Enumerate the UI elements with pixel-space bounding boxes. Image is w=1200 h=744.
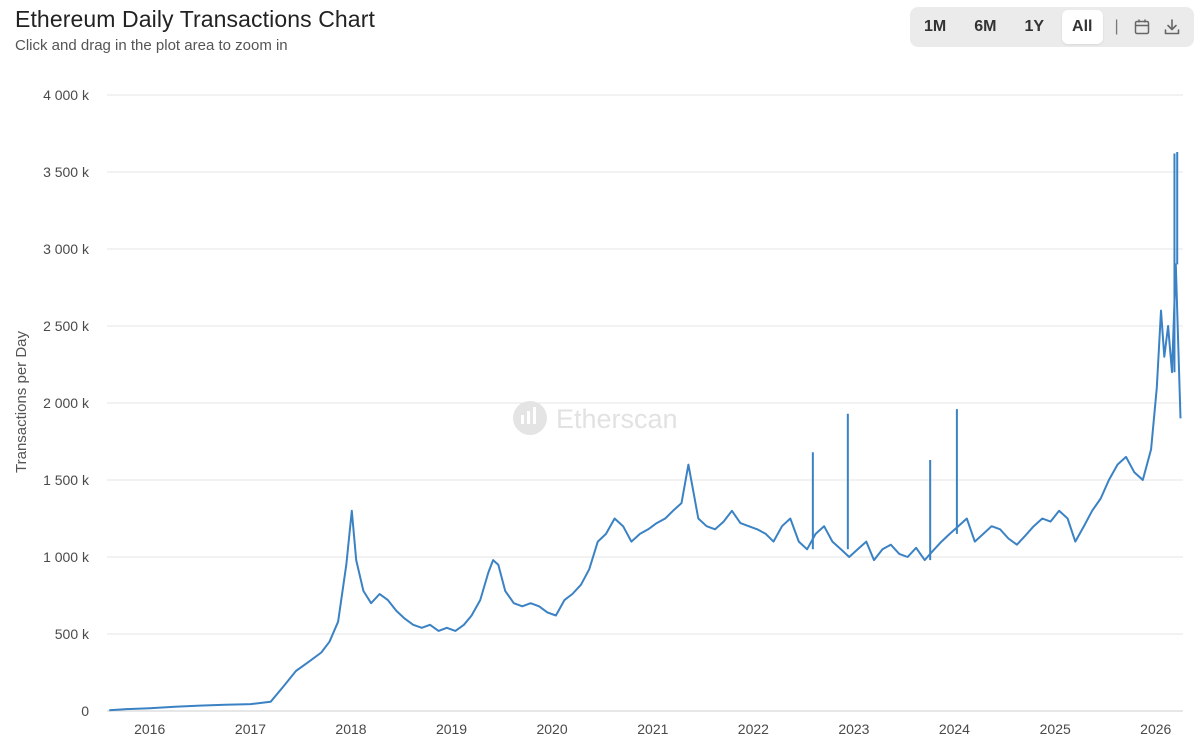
page-subtitle: Click and drag in the plot area to zoom …: [15, 37, 288, 54]
transaction-spikes: [811, 151, 1179, 561]
y-axis-ticks: 0 500 k 1 000 k 1 500 k 2 000 k 2 500 k 3 000 …: [43, 87, 90, 719]
x-tick-label: 2023: [838, 721, 869, 737]
download-icon[interactable]: [1157, 12, 1187, 42]
y-tick-label: 1 000 k: [43, 549, 90, 565]
x-tick-label: 2018: [335, 721, 366, 737]
x-tick-label: 2020: [536, 721, 567, 737]
watermark: Etherscan: [513, 401, 678, 435]
x-tick-label: 2019: [436, 721, 467, 737]
y-tick-label: 3 500 k: [43, 164, 90, 180]
range-button-1m[interactable]: 1M: [924, 18, 947, 35]
calendar-icon[interactable]: [1127, 12, 1157, 42]
x-axis-ticks: 2016 2017 2018 2019 2020 2021 2022 2023 2024 2025…: [134, 721, 1171, 737]
x-tick-label: 2021: [637, 721, 668, 737]
x-tick-label: 2026: [1140, 721, 1171, 737]
x-tick-label: 2016: [134, 721, 165, 737]
x-tick-label: 2024: [939, 721, 970, 737]
series-line-daily-transactions: [109, 263, 1182, 712]
range-button-all[interactable]: All: [1062, 10, 1103, 44]
x-tick-label: 2025: [1040, 721, 1071, 737]
y-tick-label: 3 000 k: [43, 241, 90, 257]
y-tick-label: 4 000 k: [43, 87, 90, 103]
y-tick-label: 1 500 k: [43, 472, 90, 488]
y-tick-label: 500 k: [55, 626, 90, 642]
range-separator: |: [1114, 18, 1119, 35]
y-tick-label: 0: [81, 703, 89, 719]
page-title: Ethereum Daily Transactions Chart: [15, 6, 375, 32]
range-button-6m[interactable]: 6M: [974, 18, 997, 35]
watermark-text: Etherscan: [556, 404, 678, 434]
gridlines: [107, 94, 1183, 635]
y-axis-title: Transactions per Day: [13, 331, 30, 474]
range-selector: 1M 6M 1Y All |: [910, 7, 1194, 47]
x-tick-label: 2022: [738, 721, 769, 737]
y-tick-label: 2 500 k: [43, 318, 90, 334]
range-button-1y[interactable]: 1Y: [1024, 18, 1045, 35]
y-tick-label: 2 000 k: [43, 395, 90, 411]
x-tick-label: 2017: [235, 721, 266, 737]
